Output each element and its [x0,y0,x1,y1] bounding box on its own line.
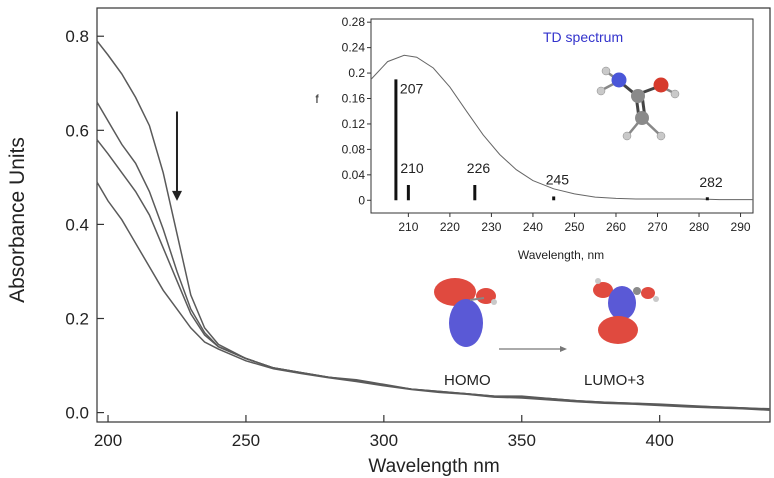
td-bar-label: 282 [699,174,723,190]
absorbance-series-line [96,181,771,411]
td-bar-label: 245 [546,171,570,187]
inset-y-tick-label: 0.16 [342,92,366,106]
lumo3-orbital-image [593,278,659,344]
main-x-tick-label: 350 [508,431,536,450]
inset-x-tick-label: 280 [689,220,709,234]
inset-x-tick-label: 250 [564,220,584,234]
main-y-tick-label: 0.8 [65,27,89,46]
inset-y-tick-label: 0.04 [342,168,366,182]
inset-x-tick-label: 260 [606,220,626,234]
inset-y-tick-label: 0.28 [342,15,366,29]
decrease-arrow [171,111,182,201]
main-x-tick-label: 400 [645,431,673,450]
inset-plot-axes [370,18,754,214]
main-x-tick-label: 250 [232,431,260,450]
td-bar-label: 210 [400,160,424,176]
td-bar-label: 207 [400,80,424,96]
inset-title: TD spectrum [543,29,623,45]
main-ticks: 200 250 300 350 400 0.0 0.2 0.4 0.6 0.8 [65,27,674,450]
inset-y-tick-label: 0 [358,193,365,207]
td-envelope-curve [370,54,753,201]
main-series-group [96,40,771,411]
homo-orbital-image [434,278,497,347]
main-y-tick-label: 0.0 [65,404,89,423]
main-y-tick-label: 0.2 [65,310,89,329]
inset-x-tick-label: 240 [523,220,543,234]
main-x-tick-label: 300 [370,431,398,450]
inset-y-tick-label: 0.24 [342,41,366,55]
main-x-tick-label: 200 [94,431,122,450]
inset-y-axis-label: f [315,92,319,106]
inset-ticks: 210 220 230 240 250 260 270 280 290 0 0.04 0.08 0.12… [342,15,751,234]
main-plot-axes [96,7,771,423]
lumo3-label: LUMO+3 [584,372,644,389]
td-bar-label: 226 [467,160,491,176]
inset-x-axis-label: Wavelength, nm [518,248,604,262]
main-y-tick-label: 0.4 [65,215,89,234]
arrow-head [171,190,182,201]
inset-x-tick-label: 230 [481,220,501,234]
inset-x-tick-label: 270 [647,220,667,234]
inset-x-tick-label: 220 [440,220,460,234]
main-plot-frame [96,7,771,423]
orbital-transition-arrow [499,346,567,352]
molecule-structure-image [596,66,680,141]
homo-label: HOMO [444,372,491,389]
inset-x-tick-label: 210 [398,220,418,234]
inset-y-tick-label: 0.12 [342,117,366,131]
main-y-tick-label: 0.6 [65,121,89,140]
inset-x-tick-label: 290 [731,220,751,234]
td-oscillator-bars: 207 210 226 245 282 [394,79,723,201]
main-x-axis-label: Wavelength nm [368,456,499,477]
inset-y-tick-label: 0.08 [342,142,366,156]
inset-y-tick-label: 0.2 [348,66,365,80]
inset-plot-frame [370,18,754,214]
td-envelope-line [370,54,753,201]
main-y-axis-label: Absorbance Units [6,137,29,303]
